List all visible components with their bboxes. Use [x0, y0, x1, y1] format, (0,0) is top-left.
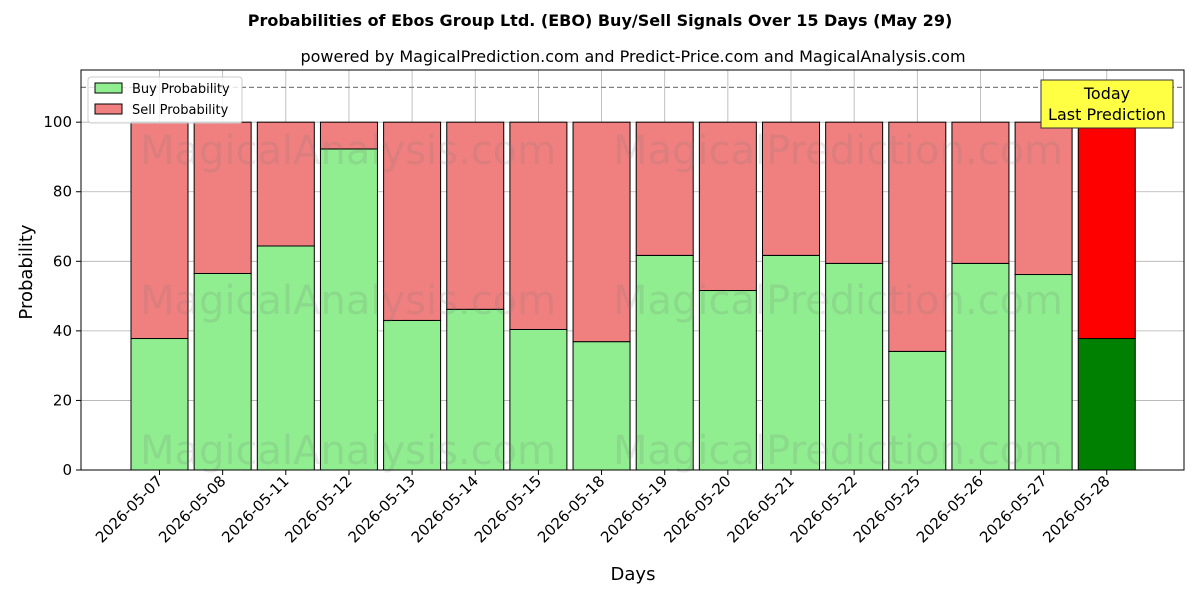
y-tick-label: 0 [62, 461, 72, 479]
x-tick-label: 2026-05-27 [976, 472, 1050, 546]
legend-label: Sell Probability [132, 103, 229, 118]
x-axis-label: Days [611, 564, 656, 585]
x-tick-label: 2026-05-08 [155, 472, 229, 546]
x-tick-label: 2026-05-21 [723, 472, 797, 546]
watermarks: MagicalAnalysis.com MagicalPrediction.com… [140, 128, 1063, 474]
y-tick-label: 60 [53, 252, 72, 270]
legend-box [87, 76, 243, 124]
y-axis-ticks: 0 20 40 60 80 100 [43, 113, 81, 479]
bar-sell [1077, 121, 1136, 340]
bar-buy [256, 245, 315, 471]
x-tick-label: 2026-05-19 [597, 472, 671, 546]
legend: Buy Probability Sell Probability [87, 76, 243, 124]
y-tick-label: 20 [53, 391, 72, 409]
y-tick-label: 80 [53, 183, 72, 201]
x-tick-label: 2026-05-26 [913, 472, 987, 546]
x-tick-label: 2026-05-15 [471, 472, 545, 546]
bar-buy [572, 341, 631, 471]
bar-buy [698, 290, 757, 471]
bar-buy [635, 254, 694, 471]
x-tick-label: 2026-05-14 [408, 472, 482, 546]
bar-sell [825, 121, 884, 264]
bars [130, 121, 1136, 471]
legend-swatch [94, 82, 123, 94]
bar-sell [256, 121, 315, 247]
x-tick-label: 2026-05-18 [534, 472, 608, 546]
x-tick-label: 2026-05-22 [787, 472, 861, 546]
legend-label: Buy Probability [132, 82, 230, 97]
bar-buy [1077, 338, 1136, 471]
bar-buy [825, 262, 884, 471]
bar-buy [888, 350, 947, 471]
bar-sell [319, 121, 378, 150]
y-tick-label: 100 [43, 113, 72, 131]
bar-sell [1014, 121, 1073, 276]
plot-frame [80, 69, 1185, 471]
chart-title: Probabilities of Ebos Group Ltd. (EBO) B… [248, 11, 953, 30]
bar-buy [193, 272, 252, 471]
bar-sell [888, 121, 947, 352]
bar-buy [509, 328, 568, 471]
bar-sell [509, 121, 568, 330]
bar-sell [698, 121, 757, 292]
bar-sell [446, 121, 505, 310]
bar-buy [446, 308, 505, 471]
x-tick-label: 2026-05-12 [281, 472, 355, 546]
x-tick-label: 2026-05-13 [345, 472, 419, 546]
x-tick-label: 2026-05-28 [1039, 472, 1113, 546]
x-tick-label: 2026-05-07 [92, 472, 166, 546]
bar-sell [762, 121, 820, 256]
bar-sell [951, 121, 1010, 264]
bar-buy [762, 254, 820, 471]
watermark-text: MagicalPrediction.com [613, 128, 1063, 174]
y-tick-label: 40 [53, 322, 72, 340]
annotation-box [1040, 79, 1174, 129]
x-axis-ticks: 2026-05-072026-05-082026-05-112026-05-12… [92, 470, 1114, 546]
annotation-text: Today [1083, 84, 1130, 103]
y-axis-label: Probability [16, 224, 37, 319]
legend-swatch [94, 103, 123, 115]
watermark-text: MagicalPrediction.com [613, 278, 1063, 324]
watermark-text: MagicalAnalysis.com [140, 428, 556, 474]
bar-sell [635, 121, 694, 256]
today-annotation: Today Last Prediction [1040, 79, 1174, 129]
bar-sell [130, 121, 189, 340]
x-tick-label: 2026-05-20 [660, 472, 734, 546]
chart-subtitle: powered by MagicalPrediction.com and Pre… [300, 47, 965, 66]
bar-buy [383, 319, 442, 471]
bar-buy [319, 148, 378, 471]
bar-sell [572, 121, 631, 343]
annotation-text: Last Prediction [1048, 105, 1166, 124]
x-tick-label: 2026-05-11 [218, 472, 292, 546]
bar-sell [383, 121, 442, 321]
x-tick-label: 2026-05-25 [850, 472, 924, 546]
watermark-text: MagicalAnalysis.com [140, 278, 556, 324]
watermark-text: MagicalPrediction.com [613, 428, 1063, 474]
watermark-text: MagicalAnalysis.com [140, 128, 556, 174]
